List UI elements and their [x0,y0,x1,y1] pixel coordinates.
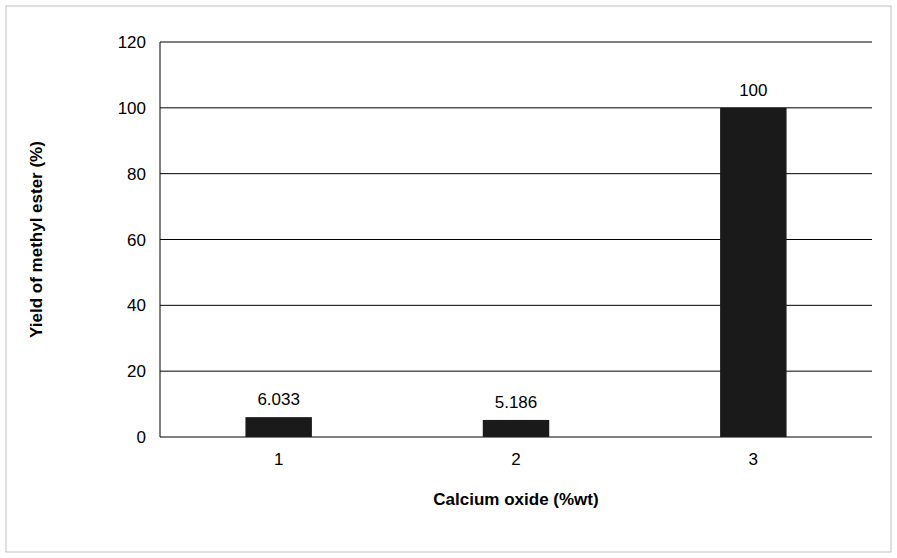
y-tick-label: 60 [127,231,146,250]
y-tick-label: 80 [127,165,146,184]
y-tick-label: 20 [127,362,146,381]
y-axis-line [160,42,161,437]
x-tick-label: 1 [274,450,283,469]
x-tick-label: 3 [749,450,758,469]
bar [483,420,549,437]
x-axis-title: Calcium oxide (%wt) [433,490,598,509]
bar [720,108,786,437]
chart: 0 20 40 60 80 100 120 6.033 1 5.186 2 100 3 Calcium o… [0,0,897,558]
y-tick-label: 100 [118,99,146,118]
grid-line [160,42,872,43]
bars [245,108,786,437]
data-label: 5.186 [495,393,538,412]
chart-frame [6,6,891,552]
y-axis-title: Yield of methyl ester (%) [27,141,46,338]
x-tick-label: 2 [511,450,520,469]
y-tick-label: 120 [118,33,146,52]
bar [245,417,311,437]
data-label: 6.033 [257,390,300,409]
data-label: 100 [739,81,767,100]
y-tick-label: 40 [127,296,146,315]
y-tick-label: 0 [137,428,146,447]
